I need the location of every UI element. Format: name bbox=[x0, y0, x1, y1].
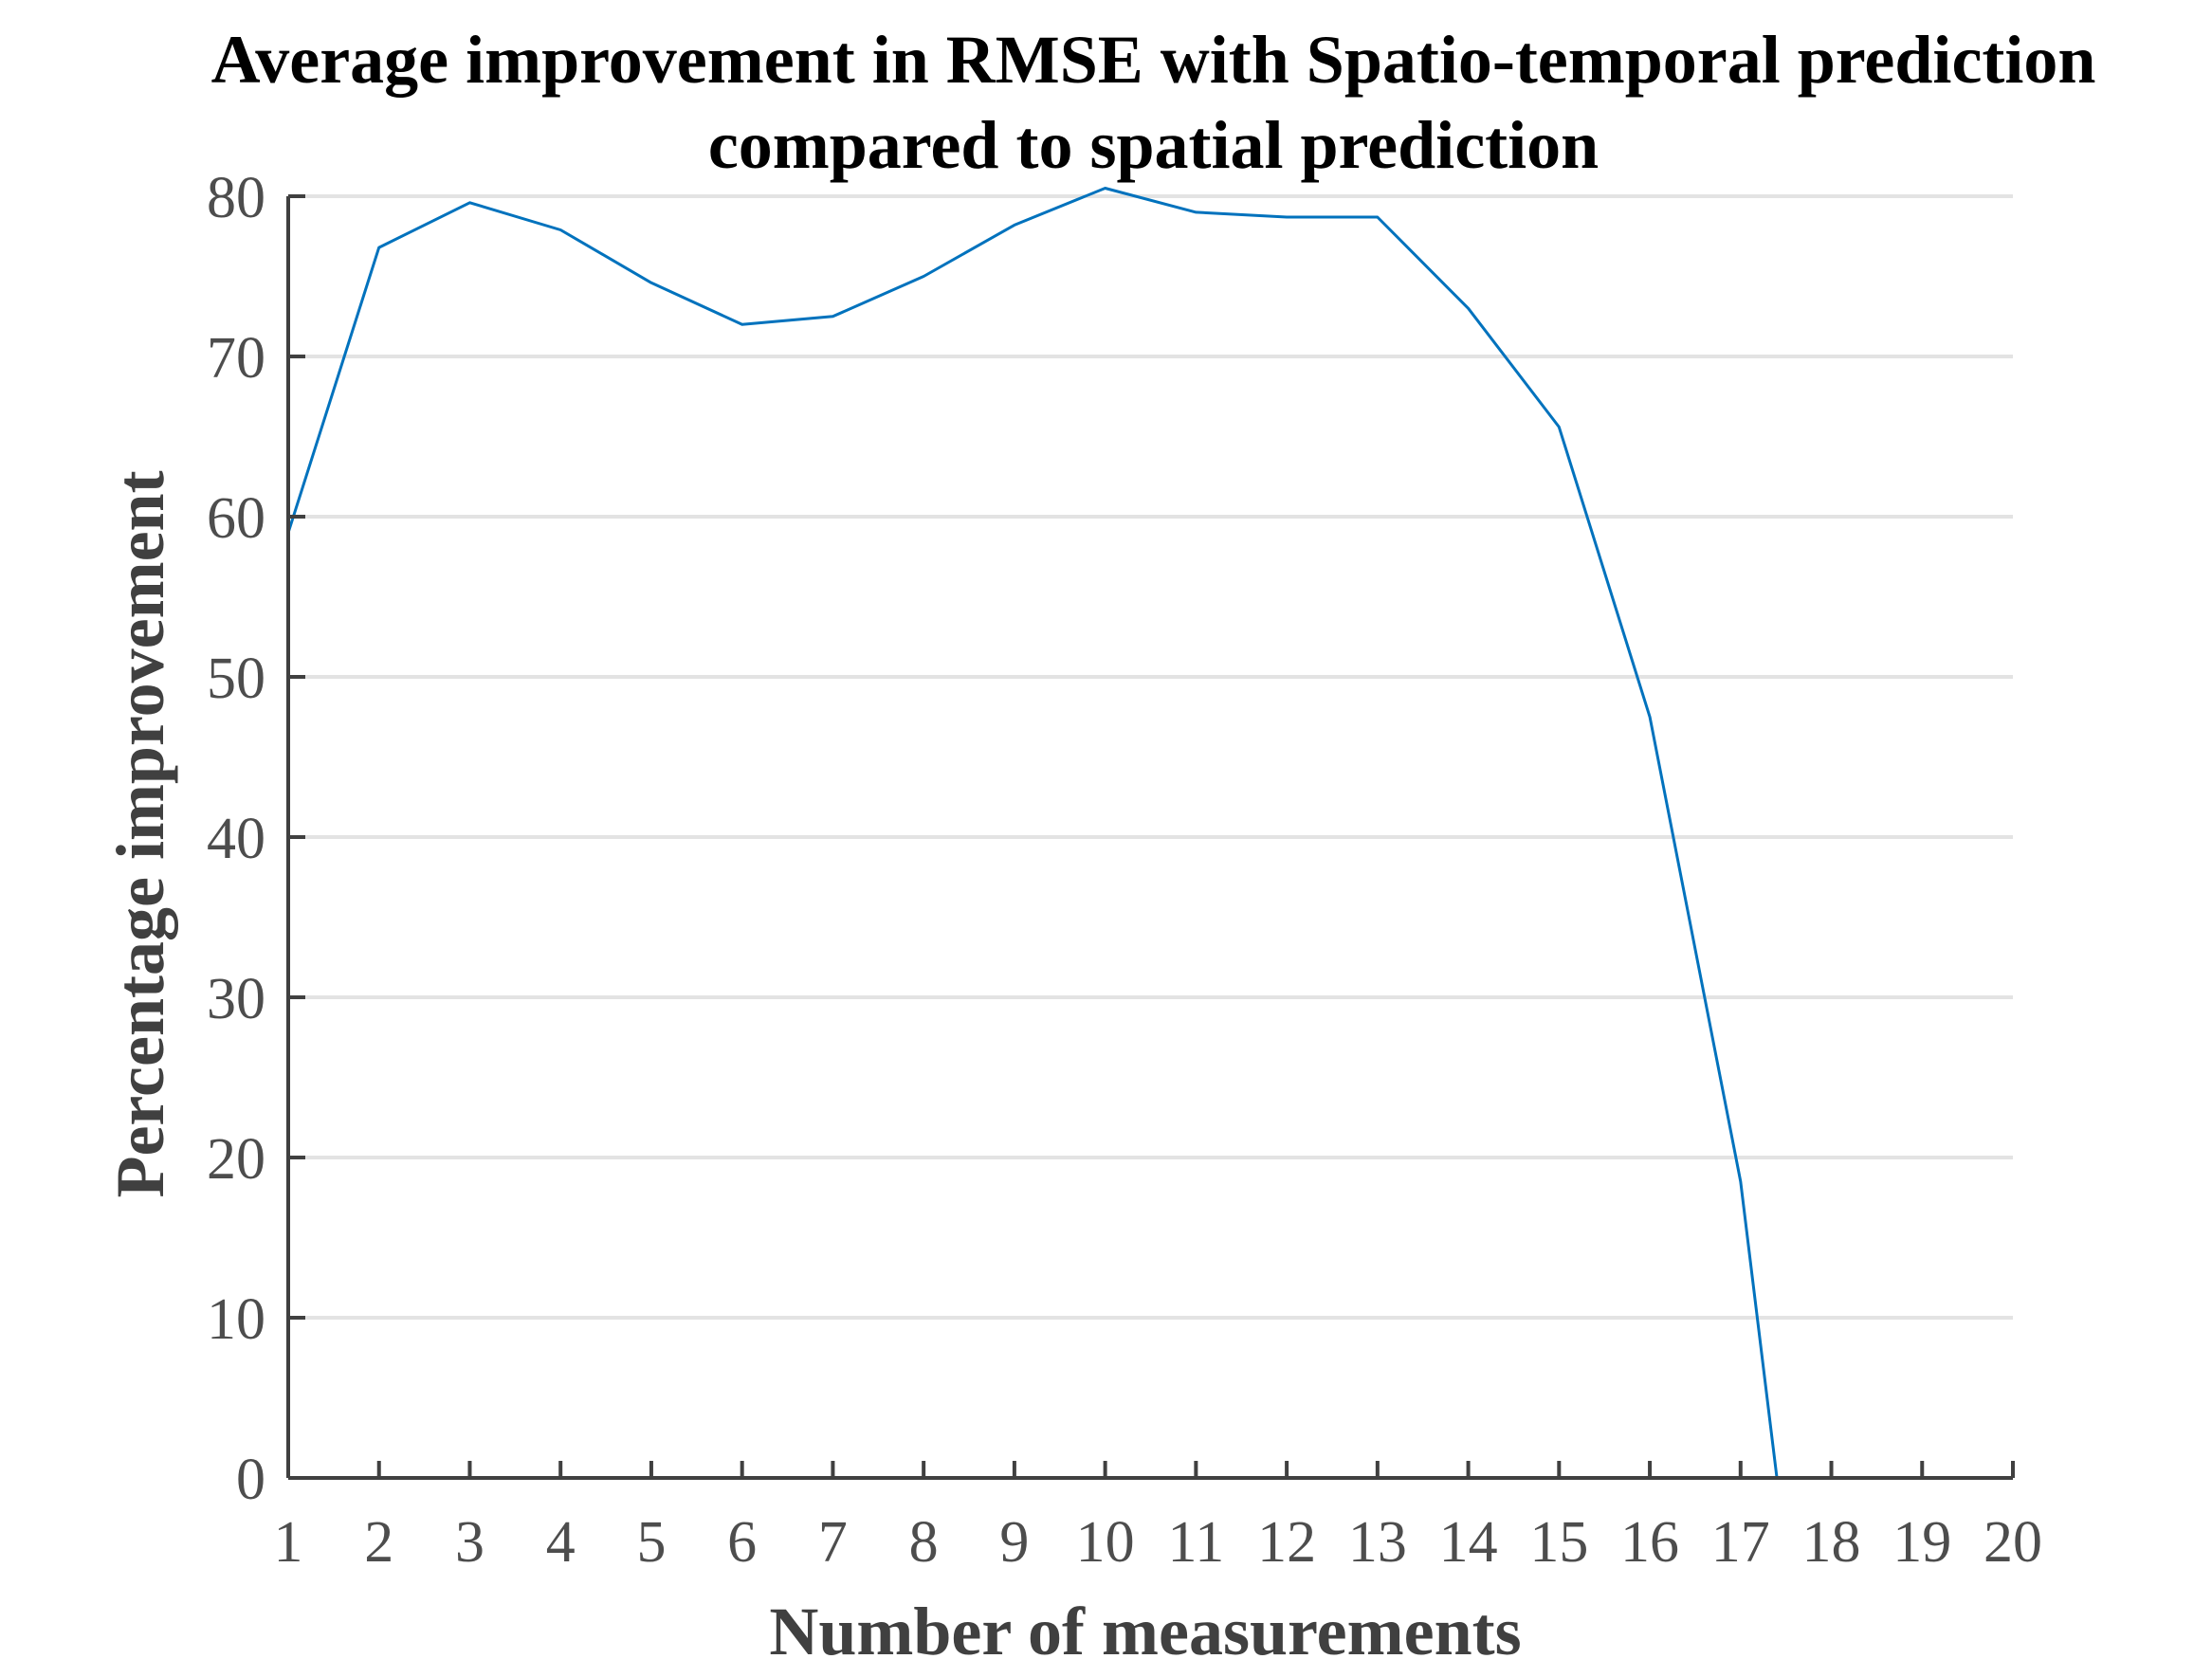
x-tick-label-8: 8 bbox=[909, 1510, 939, 1575]
y-tick-label-50: 50 bbox=[207, 647, 265, 711]
y-tick-label-10: 10 bbox=[207, 1287, 265, 1352]
x-tick-label-16: 16 bbox=[1620, 1510, 1679, 1575]
x-tick-label-17: 17 bbox=[1711, 1510, 1770, 1575]
axes bbox=[286, 194, 2015, 1480]
x-tick-label-20: 20 bbox=[1983, 1510, 2042, 1575]
x-tick-label-11: 11 bbox=[1168, 1510, 1225, 1575]
x-tick-label-12: 12 bbox=[1257, 1510, 1316, 1575]
series-line-0 bbox=[286, 187, 1779, 1479]
x-tick-label-19: 19 bbox=[1892, 1510, 1951, 1575]
y-tick-label-80: 80 bbox=[207, 166, 265, 230]
tick-labels: 1 2 3 4 5 6 7 8 9 10 11 12 13 14 15 16 17 18 19 20010203040… bbox=[207, 166, 2042, 1575]
y-tick-label-0: 0 bbox=[236, 1448, 265, 1512]
grid-lines bbox=[288, 194, 2013, 1320]
x-tick-label-5: 5 bbox=[636, 1510, 666, 1575]
y-tick-label-30: 30 bbox=[207, 967, 265, 1031]
y-axis-label: Percentage improvement bbox=[102, 470, 178, 1197]
y-tick-label-70: 70 bbox=[207, 326, 265, 391]
x-tick-label-15: 15 bbox=[1529, 1510, 1588, 1575]
x-tick-label-7: 7 bbox=[818, 1510, 848, 1575]
y-tick-label-20: 20 bbox=[207, 1127, 265, 1192]
x-tick-label-4: 4 bbox=[546, 1510, 576, 1575]
series-layer bbox=[286, 187, 1779, 1479]
x-tick-label-18: 18 bbox=[1802, 1510, 1861, 1575]
chart-title-line-1: Average improvement in RMSE with Spatio-… bbox=[210, 22, 2096, 98]
x-axis-label: Number of measurements bbox=[769, 1594, 1521, 1659]
chart-title-line-2: compared to spatial prediction bbox=[707, 107, 1600, 183]
x-tick-label-6: 6 bbox=[727, 1510, 757, 1575]
y-tick-label-60: 60 bbox=[207, 486, 265, 551]
x-tick-label-3: 3 bbox=[455, 1510, 484, 1575]
x-tick-label-2: 2 bbox=[364, 1510, 393, 1575]
x-tick-label-13: 13 bbox=[1348, 1510, 1407, 1575]
x-tick-label-10: 10 bbox=[1076, 1510, 1135, 1575]
x-tick-label-1: 1 bbox=[274, 1510, 303, 1575]
x-tick-label-9: 9 bbox=[999, 1510, 1029, 1575]
y-tick-label-40: 40 bbox=[207, 807, 265, 871]
x-tick-label-14: 14 bbox=[1439, 1510, 1498, 1575]
